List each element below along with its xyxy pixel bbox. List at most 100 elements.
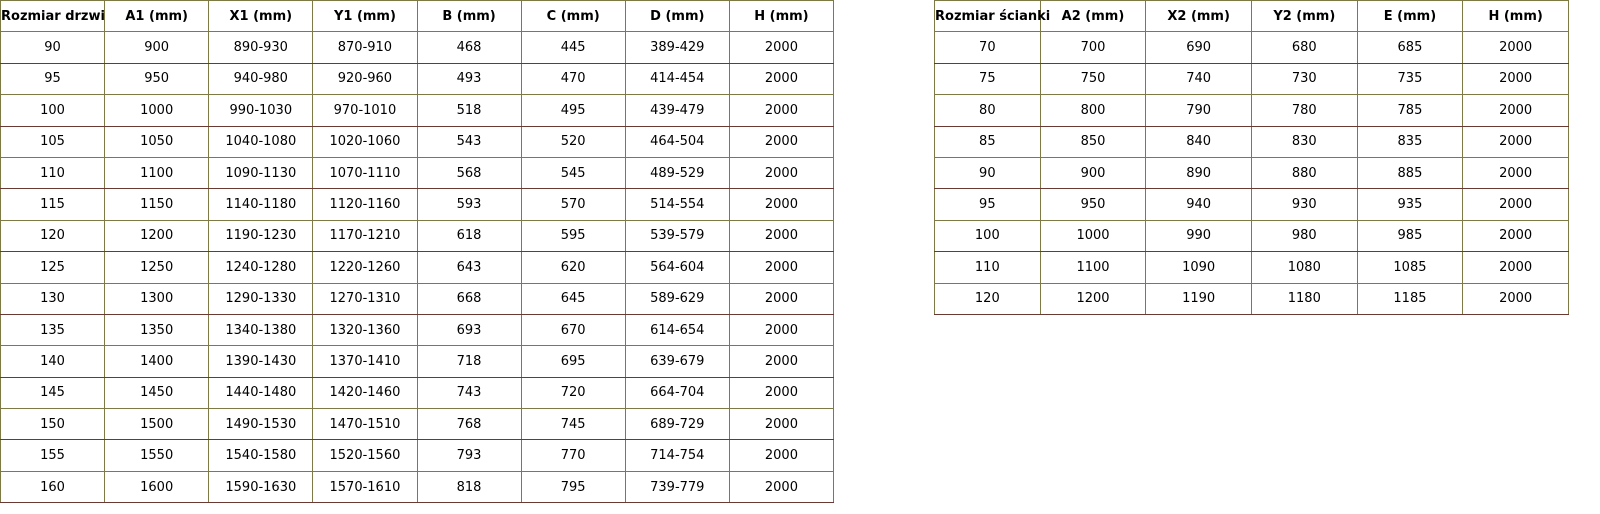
table-cell: 439-479: [624, 94, 730, 127]
table-cell: 664-704: [624, 376, 730, 410]
table-cell: 518: [416, 94, 522, 127]
table-row: 95 950 940-980 920-960 493 470 414-454 2000: [0, 62, 835, 96]
table-cell: 1185: [1356, 282, 1464, 315]
table-cell: 1420-1460: [312, 376, 418, 410]
table-cell: 130: [0, 282, 106, 315]
table-cell: 2000: [1462, 219, 1569, 253]
table-cell: 1350: [104, 313, 210, 347]
table-cell: 950: [104, 62, 210, 96]
table-cell: 2000: [728, 251, 835, 284]
table-cell: 1040-1080: [208, 125, 314, 158]
table-cell: 2000: [1462, 125, 1569, 158]
table-row: 135 1350 1340-1380 1320-1360 693 670 614-654 20…: [0, 313, 835, 347]
table-cell: 935: [1356, 188, 1464, 221]
table-row: 100 1000 990-1030 970-1010 518 495 439-479 2000: [0, 94, 835, 127]
table-cell: 464-504: [624, 125, 730, 158]
table-cell: 643: [416, 251, 522, 284]
table-cell: 614-654: [624, 313, 730, 347]
table-cell: 2000: [728, 376, 835, 410]
column-header: H (mm): [728, 0, 835, 33]
table-cell: 1400: [104, 345, 210, 378]
table-cell: 780: [1250, 94, 1358, 127]
table-cell: 115: [0, 188, 106, 221]
table-cell: 620: [520, 251, 626, 284]
table-cell: 1200: [1039, 282, 1147, 315]
table-cell: 870-910: [312, 31, 418, 64]
table-cell: 1000: [104, 94, 210, 127]
table-cell: 1020-1060: [312, 125, 418, 158]
table-cell: 950: [1039, 188, 1147, 221]
column-header: A1 (mm): [104, 0, 210, 33]
table-cell: 714-754: [624, 439, 730, 472]
table-row: 75 750 740 730 735 2000: [934, 62, 1569, 96]
wall-size-table: Rozmiar ścianki A2 (mm) X2 (mm) Y2 (mm) E (m…: [934, 0, 1569, 315]
table-cell: 100: [0, 94, 106, 127]
table-cell: 80: [934, 94, 1041, 127]
table-cell: 735: [1356, 62, 1464, 96]
table-cell: 1200: [104, 219, 210, 253]
table-cell: 689-729: [624, 408, 730, 441]
table-cell: 2000: [728, 408, 835, 441]
table-cell: 110: [934, 251, 1041, 284]
table-cell: 670: [520, 313, 626, 347]
table-cell: 85: [934, 125, 1041, 158]
table-cell: 135: [0, 313, 106, 347]
table-cell: 730: [1250, 62, 1358, 96]
table-cell: 2000: [1462, 94, 1569, 127]
column-header: H (mm): [1462, 0, 1569, 33]
table-row: 115 1150 1140-1180 1120-1160 593 570 514-554 20…: [0, 188, 835, 221]
table-cell: 514-554: [624, 188, 730, 221]
table-cell: 539-579: [624, 219, 730, 253]
table-cell: 795: [520, 470, 626, 504]
table-row: 125 1250 1240-1280 1220-1260 643 620 564-604 20…: [0, 251, 835, 284]
table-cell: 2000: [728, 125, 835, 158]
table-cell: 2000: [728, 345, 835, 378]
table-cell: 785: [1356, 94, 1464, 127]
table-cell: 2000: [728, 31, 835, 64]
table-cell: 1470-1510: [312, 408, 418, 441]
column-header: X2 (mm): [1145, 0, 1252, 33]
table-cell: 990-1030: [208, 94, 314, 127]
table-cell: 95: [934, 188, 1041, 221]
column-header: E (mm): [1356, 0, 1464, 33]
table-cell: 1090-1130: [208, 156, 314, 190]
table-cell: 718: [416, 345, 522, 378]
table-cell: 1500: [104, 408, 210, 441]
table-cell: 830: [1250, 125, 1358, 158]
table-cell: 110: [0, 156, 106, 190]
table-cell: 1540-1580: [208, 439, 314, 472]
header-row: Rozmiar ścianki A2 (mm) X2 (mm) Y2 (mm) E (m…: [934, 0, 1569, 33]
table-cell: 1370-1410: [312, 345, 418, 378]
table-cell: 720: [520, 376, 626, 410]
table-cell: 1190: [1145, 282, 1252, 315]
table-cell: 900: [1039, 156, 1147, 190]
table-cell: 618: [416, 219, 522, 253]
table-cell: 768: [416, 408, 522, 441]
table-cell: 155: [0, 439, 106, 472]
table-cell: 2000: [728, 282, 835, 315]
table-cell: 545: [520, 156, 626, 190]
table-cell: 2000: [728, 439, 835, 472]
table-row: 105 1050 1040-1080 1020-1060 543 520 464-504 20…: [0, 125, 835, 158]
table-cell: 1140-1180: [208, 188, 314, 221]
table-cell: 1590-1630: [208, 470, 314, 504]
table-row: 120 1200 1190-1230 1170-1210 618 595 539-579 20…: [0, 219, 835, 253]
table-cell: 414-454: [624, 62, 730, 96]
table-cell: 468: [416, 31, 522, 64]
table-cell: 140: [0, 345, 106, 378]
table-cell: 1170-1210: [312, 219, 418, 253]
header-row: Rozmiar drzwi A1 (mm) X1 (mm) Y1 (mm) B (mm)…: [0, 0, 835, 33]
door-size-table: Rozmiar drzwi A1 (mm) X1 (mm) Y1 (mm) B (mm)…: [0, 0, 835, 504]
table-cell: 1190-1230: [208, 219, 314, 253]
table-cell: 1570-1610: [312, 470, 418, 504]
table-cell: 95: [0, 62, 106, 96]
table-cell: 568: [416, 156, 522, 190]
table-cell: 645: [520, 282, 626, 315]
table-cell: 690: [1145, 31, 1252, 64]
table-cell: 160: [0, 470, 106, 504]
table-cell: 120: [934, 282, 1041, 315]
table-cell: 570: [520, 188, 626, 221]
table-cell: 2000: [1462, 156, 1569, 190]
table-cell: 90: [0, 31, 106, 64]
table-cell: 2000: [728, 313, 835, 347]
